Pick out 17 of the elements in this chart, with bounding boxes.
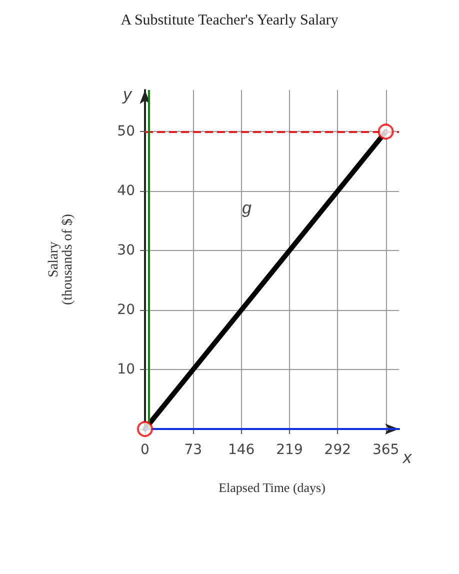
x-tick-label: 365 xyxy=(372,442,400,458)
x-tick-label: 146 xyxy=(228,442,255,458)
text: x xyxy=(402,448,412,467)
x-tick-label: 0 xyxy=(140,442,150,458)
y-tick-label: 30 xyxy=(117,242,135,259)
x-tick-label: 73 xyxy=(184,442,202,458)
x-axis-title: Elapsed Time (days) xyxy=(218,480,326,495)
x-tick-label: 292 xyxy=(324,442,352,458)
y-tick-label: 10 xyxy=(117,362,135,378)
annotation: g xyxy=(242,198,252,218)
y-tick-label: 40 xyxy=(117,183,135,200)
x-tick-label: 219 xyxy=(276,442,303,458)
y-axis-title: Salary (thousands of $) xyxy=(46,214,76,305)
y-tick-label: 20 xyxy=(117,302,135,318)
text: y xyxy=(122,85,133,104)
chart-title: A Substitute Teacher's Yearly Salary xyxy=(120,12,339,28)
y-tick-label: 50 xyxy=(117,124,135,140)
